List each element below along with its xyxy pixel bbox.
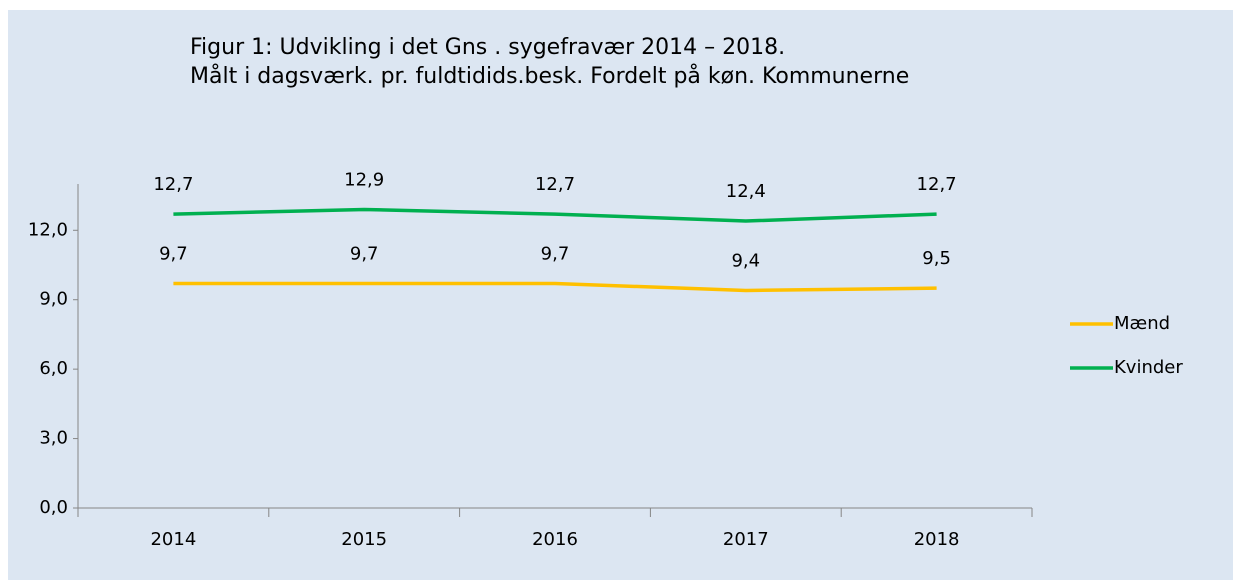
y-tick-label: 9,0 bbox=[39, 289, 68, 310]
x-tick-label: 2018 bbox=[914, 529, 960, 550]
series-line bbox=[173, 281, 937, 293]
x-tick-label: 2016 bbox=[532, 529, 578, 550]
y-tick-label: 3,0 bbox=[39, 428, 68, 449]
data-label: 12,9 bbox=[344, 169, 384, 190]
x-tick-label: 2014 bbox=[150, 529, 196, 550]
data-label: 9,7 bbox=[159, 244, 188, 265]
data-label: 9,7 bbox=[541, 244, 570, 265]
data-label: 9,5 bbox=[922, 248, 951, 269]
data-label: 12,7 bbox=[153, 174, 193, 195]
chart-background bbox=[8, 10, 1233, 580]
y-tick-label: 0,0 bbox=[39, 497, 68, 518]
data-label: 12,4 bbox=[726, 181, 766, 202]
data-label: 12,7 bbox=[535, 174, 575, 195]
y-tick-label: 6,0 bbox=[39, 358, 68, 379]
data-label: 9,4 bbox=[731, 250, 760, 271]
data-label: 9,7 bbox=[350, 244, 379, 265]
chart-title: Figur 1: Udvikling i det Gns . sygefravæ… bbox=[190, 35, 785, 60]
legend-label: Kvinder bbox=[1114, 357, 1183, 378]
chart-subtitle: Målt i dagsværk. pr. fuldtidids.besk. Fo… bbox=[190, 63, 909, 89]
series-line bbox=[173, 207, 937, 223]
x-tick-label: 2017 bbox=[723, 529, 769, 550]
data-label: 12,7 bbox=[917, 174, 957, 195]
legend-label: Mænd bbox=[1114, 313, 1170, 334]
y-tick-label: 12,0 bbox=[28, 219, 68, 240]
x-tick-label: 2015 bbox=[341, 529, 387, 550]
